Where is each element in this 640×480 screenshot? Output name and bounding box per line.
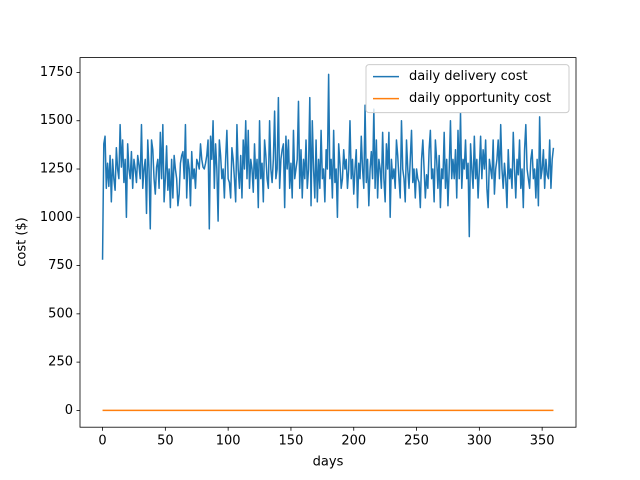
x-tick-label: 100 bbox=[216, 434, 241, 449]
y-tick-label: 1500 bbox=[40, 113, 73, 128]
y-tick-label: 750 bbox=[48, 258, 73, 273]
x-tick-label: 50 bbox=[157, 434, 174, 449]
x-tick-label: 350 bbox=[530, 434, 555, 449]
x-tick-label: 300 bbox=[467, 434, 492, 449]
x-tick-label: 150 bbox=[279, 434, 304, 449]
legend-label: daily delivery cost bbox=[409, 69, 528, 84]
legend-box bbox=[365, 64, 570, 114]
y-tick-label: 250 bbox=[48, 355, 73, 370]
x-tick-label: 250 bbox=[404, 434, 429, 449]
legend-label: daily opportunity cost bbox=[409, 91, 551, 106]
series-line bbox=[101, 73, 555, 260]
y-tick-label: 1750 bbox=[40, 65, 73, 80]
x-tick-label: 200 bbox=[341, 434, 366, 449]
plot-frame bbox=[79, 57, 577, 428]
y-tick-label: 0 bbox=[65, 403, 73, 418]
y-tick-label: 1000 bbox=[40, 210, 73, 225]
y-tick-label: 500 bbox=[48, 306, 73, 321]
x-tick-label: 0 bbox=[98, 434, 106, 449]
y-axis-label: cost ($) bbox=[15, 217, 30, 267]
y-tick-label: 1250 bbox=[40, 162, 73, 177]
x-axis-label: days bbox=[313, 455, 344, 470]
